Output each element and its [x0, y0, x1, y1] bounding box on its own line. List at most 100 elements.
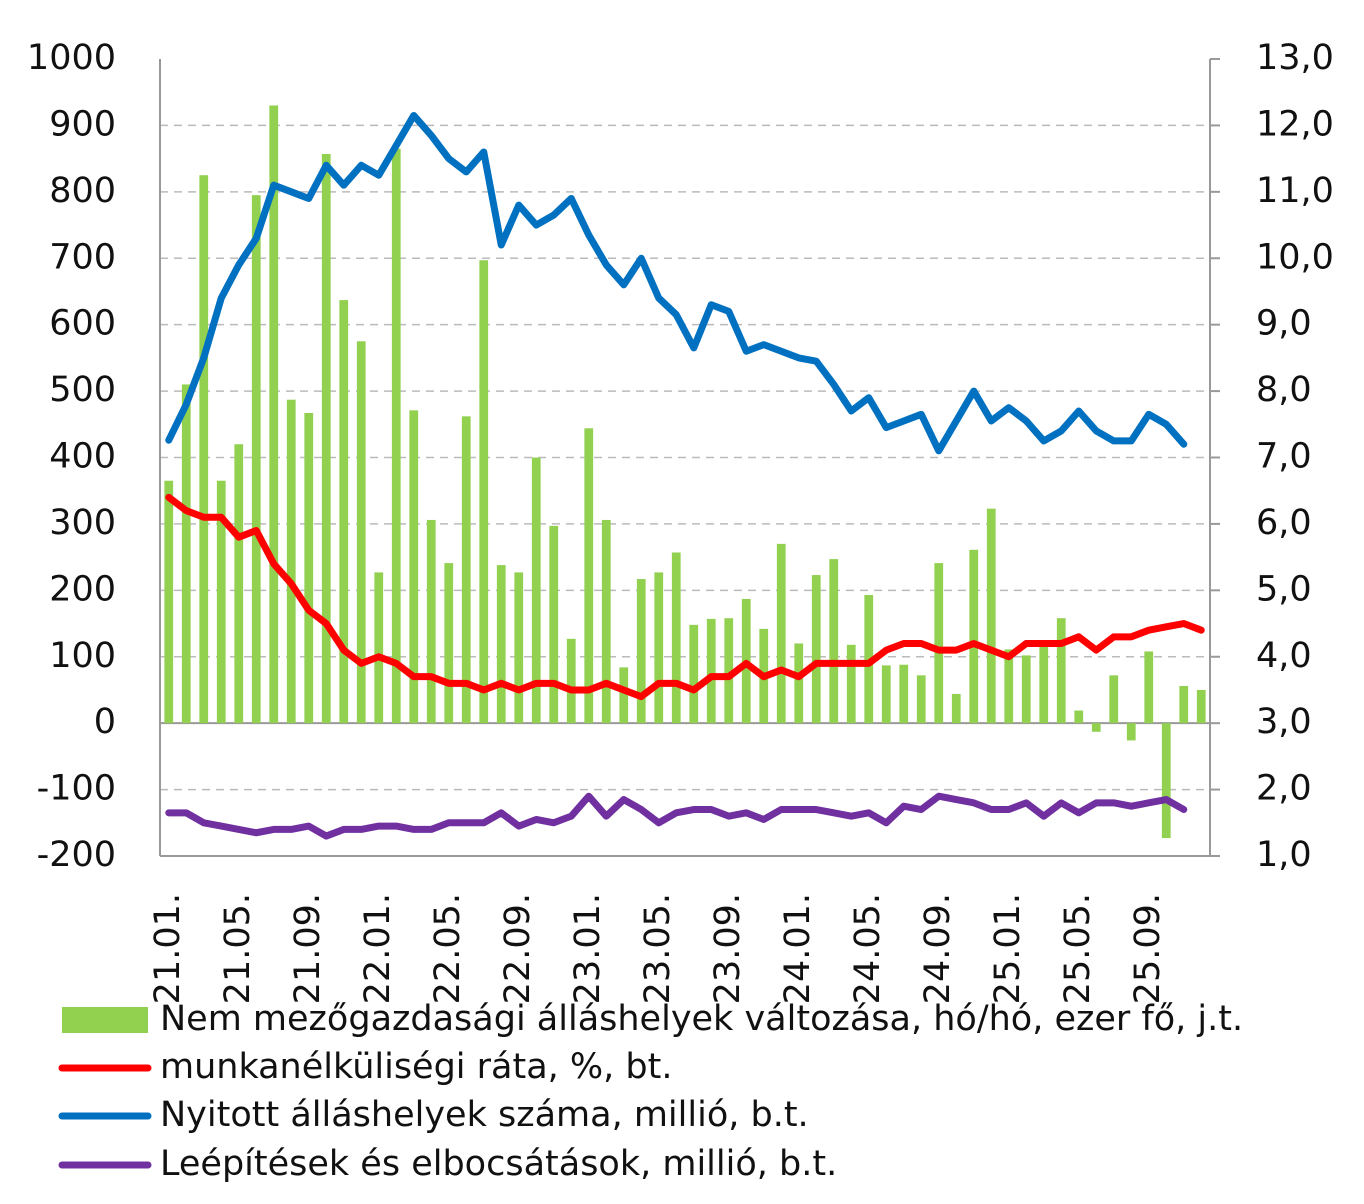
bar — [251, 195, 261, 724]
y2-tick-label: 2,0 — [1256, 769, 1312, 809]
x-tick-label: 23.05. — [638, 893, 678, 1004]
x-tick-label: 22.01. — [358, 893, 398, 1004]
bar — [969, 549, 979, 724]
bar — [1004, 649, 1014, 724]
y-tick-label: 300 — [49, 503, 116, 543]
y2-tick-label: 8,0 — [1256, 370, 1312, 410]
x-tick-label: 21.05. — [218, 893, 258, 1004]
line — [165, 792, 1188, 840]
legend-label: Nyitott álláshelyek száma, millió, b.t. — [160, 1095, 809, 1135]
bar — [181, 384, 191, 724]
legend-swatch — [62, 1007, 148, 1033]
bar — [811, 575, 821, 724]
y-tick-label: 900 — [49, 104, 116, 144]
bar — [356, 341, 366, 724]
bar — [1126, 723, 1136, 741]
bar — [374, 572, 384, 724]
bar — [1039, 643, 1049, 724]
bar — [654, 572, 664, 724]
y-tick-label: -100 — [37, 769, 116, 809]
bar — [584, 428, 594, 724]
y-tick-label: 400 — [49, 437, 116, 477]
x-tick-label: 23.09. — [708, 893, 748, 1004]
bar — [304, 413, 314, 724]
y2-tick-label: 7,0 — [1256, 437, 1312, 477]
bar — [409, 410, 419, 724]
bar — [846, 644, 856, 724]
bar — [1161, 723, 1171, 839]
bar — [601, 519, 611, 724]
y-tick-label: 0 — [94, 702, 116, 742]
y2-tick-label: 12,0 — [1256, 104, 1334, 144]
x-tick-label: 25.05. — [1058, 893, 1098, 1004]
y-tick-label: 1000 — [27, 38, 116, 78]
legend-label: Nem mezőgazdasági álláshelyek változása,… — [160, 999, 1243, 1039]
y2-tick-label: 6,0 — [1256, 503, 1312, 543]
y-tick-label: 700 — [49, 237, 116, 277]
x-tick-label: 24.05. — [848, 893, 888, 1004]
y2-tick-label: 4,0 — [1256, 636, 1312, 676]
bar — [269, 105, 279, 724]
y-tick-label: 100 — [49, 636, 116, 676]
bar — [706, 618, 716, 724]
bar — [636, 579, 646, 724]
bar — [689, 624, 699, 724]
bar — [1144, 651, 1154, 724]
x-tick-label: 25.09. — [1128, 893, 1168, 1004]
y2-tick-label: 11,0 — [1256, 171, 1334, 211]
y-tick-label: 600 — [49, 304, 116, 344]
bar — [479, 260, 489, 724]
bar — [1021, 655, 1031, 724]
bar — [916, 675, 926, 724]
x-tick-label: 24.09. — [918, 893, 958, 1004]
bar — [671, 552, 681, 724]
legend-label: munkanélküliségi ráta, %, bt. — [160, 1047, 673, 1087]
x-tick-label: 22.09. — [498, 893, 538, 1004]
bar — [461, 416, 471, 724]
bar — [619, 667, 629, 724]
bar — [164, 480, 174, 724]
bar — [776, 543, 786, 724]
bar — [986, 508, 996, 724]
bar — [444, 563, 454, 724]
bar — [531, 457, 541, 724]
bar — [794, 643, 804, 724]
bar — [339, 300, 349, 724]
y2-tick-label: 10,0 — [1256, 237, 1334, 277]
bar — [566, 638, 576, 724]
legend-label: Leépítések és elbocsátások, millió, b.t. — [160, 1144, 837, 1184]
line — [165, 493, 1205, 701]
bar — [724, 618, 734, 724]
bar — [1074, 710, 1084, 724]
y-tick-label: 200 — [49, 569, 116, 609]
x-tick-label: 23.01. — [568, 893, 608, 1004]
bar — [951, 693, 961, 724]
y2-tick-label: 13,0 — [1256, 38, 1334, 78]
bar — [829, 559, 839, 724]
bar — [1056, 618, 1066, 724]
bar — [391, 148, 401, 724]
bar — [934, 563, 944, 724]
y2-tick-label: 9,0 — [1256, 304, 1312, 344]
bar — [1109, 675, 1119, 724]
bar — [514, 572, 524, 724]
bar — [881, 665, 891, 724]
y-tick-label: 800 — [49, 171, 116, 211]
y-tick-label: -200 — [37, 835, 116, 875]
x-tick-label: 21.01. — [148, 893, 188, 1004]
bar — [234, 444, 244, 724]
bar — [199, 175, 209, 724]
bar — [286, 399, 296, 724]
bar — [549, 525, 559, 724]
y-tick-label: 500 — [49, 370, 116, 410]
y2-tick-label: 1,0 — [1256, 835, 1312, 875]
x-tick-label: 25.01. — [988, 893, 1028, 1004]
x-tick-label: 21.09. — [288, 893, 328, 1004]
bar — [899, 664, 909, 724]
line — [165, 111, 1188, 455]
bar — [321, 153, 331, 724]
bar — [496, 565, 506, 724]
bar — [216, 480, 226, 724]
bar — [426, 519, 436, 724]
